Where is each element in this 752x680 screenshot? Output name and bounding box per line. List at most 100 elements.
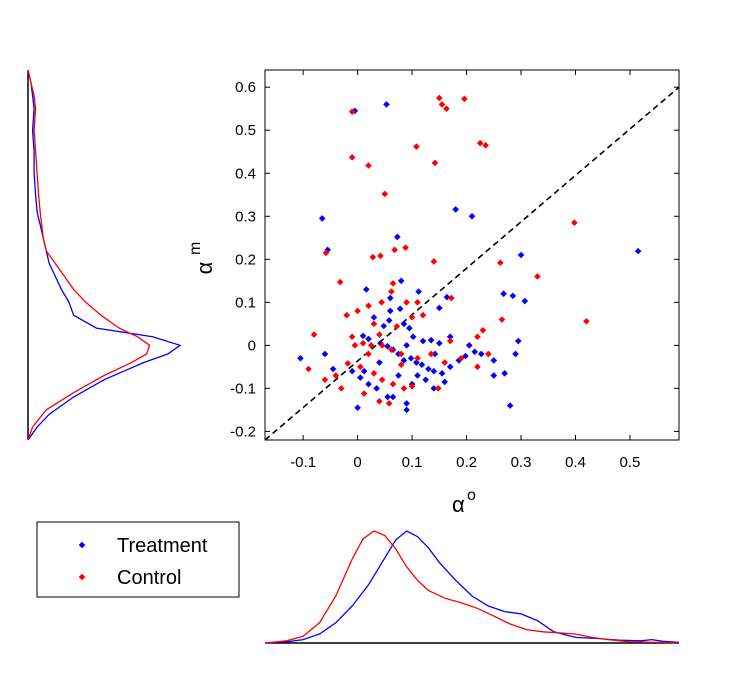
data-point-control [378, 376, 386, 384]
data-point-treatment [403, 342, 410, 349]
data-point-control [391, 246, 398, 254]
marginal-x-curves [264, 530, 680, 644]
marginal-x-curve-control [264, 530, 680, 644]
data-point-control [343, 311, 351, 319]
data-point-control [457, 354, 465, 362]
data-point-treatment [446, 333, 454, 341]
x-axis-label-text: α [452, 492, 465, 517]
data-point-treatment [413, 359, 420, 366]
data-point-treatment [363, 286, 370, 293]
data-point-treatment [357, 374, 364, 381]
data-point-treatment [521, 297, 529, 305]
data-point-treatment [348, 367, 356, 375]
data-point-control [348, 108, 356, 116]
data-point-control [571, 219, 578, 227]
data-point-treatment [329, 365, 337, 373]
data-point-treatment [462, 352, 469, 360]
data-point-treatment [380, 322, 388, 330]
plot-area [264, 69, 680, 441]
data-point-control [377, 252, 384, 260]
data-point-treatment [365, 380, 372, 388]
x-tick-label: 0.5 [620, 454, 641, 471]
data-point-control [479, 326, 487, 334]
y-axis-tick-labels: -0.2 -0.1 0 0.1 0.2 0.3 0.4 0.5 0.6 [230, 79, 256, 440]
data-point-treatment [359, 332, 367, 340]
data-point-treatment [419, 337, 427, 345]
data-point-control [367, 342, 375, 349]
data-point-treatment [471, 348, 479, 356]
data-point-control [389, 280, 397, 287]
data-point-treatment [430, 385, 438, 392]
data-point-control [351, 342, 359, 349]
data-point-treatment [397, 277, 405, 285]
data-point-treatment [490, 357, 498, 364]
marginal-y-curve-control [27, 69, 151, 441]
x-axis-tick-labels: -0.1 0 0.1 0.2 0.3 0.4 0.5 [290, 454, 640, 471]
data-point-control [376, 397, 383, 405]
data-point-treatment [389, 393, 397, 401]
data-point-treatment [427, 336, 435, 344]
data-point-control [408, 382, 416, 390]
data-point-control [498, 316, 506, 323]
y-tick-label: 0.6 [235, 79, 256, 96]
data-point-control [359, 339, 367, 347]
data-point-treatment [370, 314, 378, 321]
data-point-control [378, 342, 386, 349]
data-point-control [310, 331, 318, 338]
data-point-treatment [515, 337, 522, 345]
data-point-control [365, 162, 372, 169]
data-point-control [348, 333, 356, 341]
marginal-y-curve-treatment [27, 69, 182, 441]
y-tick-label: 0.4 [235, 165, 256, 182]
data-point-control [534, 273, 541, 280]
data-point-treatment [384, 393, 391, 401]
data-point-control [448, 294, 455, 302]
data-point-control [397, 350, 405, 358]
x-axis-ticks [302, 70, 631, 440]
data-point-treatment [430, 367, 438, 375]
data-point-control [389, 380, 397, 388]
data-point-control [344, 360, 352, 367]
x-tick-label: -0.1 [290, 454, 316, 471]
data-point-treatment [321, 350, 329, 358]
data-point-control [414, 354, 421, 362]
data-point-control [431, 159, 439, 167]
data-point-treatment [477, 350, 485, 358]
x-axis-label-superscript: o [467, 487, 476, 504]
data-point-control [305, 365, 312, 373]
data-point-treatment [446, 363, 454, 371]
data-point-control [402, 244, 409, 251]
data-point-control [419, 311, 427, 319]
data-point-control [413, 143, 420, 150]
data-point-treatment [324, 246, 331, 254]
data-point-control [474, 333, 481, 341]
data-point-treatment [297, 354, 304, 362]
x-tick-label: 0.4 [565, 454, 586, 471]
data-point-treatment [383, 101, 390, 108]
data-point-treatment [396, 305, 404, 313]
data-point-treatment [403, 400, 410, 407]
y-tick-label: 0.3 [235, 208, 256, 225]
x-tick-label: 0 [353, 454, 361, 471]
x-tick-label: 0.2 [456, 454, 477, 471]
series-control [305, 94, 590, 407]
data-point-treatment [465, 342, 473, 349]
data-point-treatment [500, 290, 507, 298]
data-point-treatment [455, 357, 463, 364]
data-point-control [441, 359, 449, 366]
data-point-control [385, 400, 393, 407]
legend-label-control: Control [117, 567, 181, 589]
data-point-treatment [400, 357, 408, 364]
data-point-treatment [373, 385, 380, 392]
data-point-control [408, 314, 416, 321]
data-point-treatment [354, 404, 361, 412]
data-point-treatment [377, 339, 384, 347]
data-point-treatment [422, 376, 429, 384]
data-point-control [430, 258, 438, 265]
data-point-control [403, 299, 410, 306]
y-tick-label: 0 [248, 337, 256, 354]
data-point-treatment [351, 107, 359, 115]
data-point-treatment [431, 350, 439, 358]
data-point-control [369, 253, 377, 261]
data-point-control [482, 141, 489, 149]
